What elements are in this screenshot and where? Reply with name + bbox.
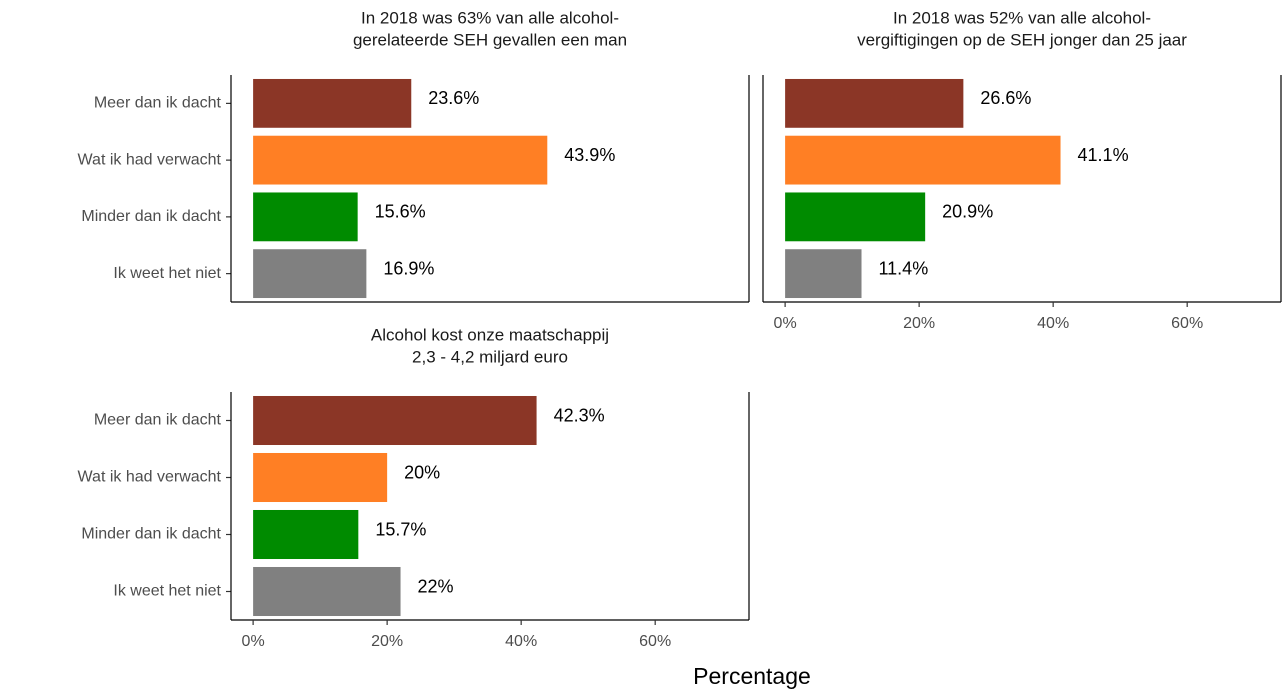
y-tick-label: Ik weet het niet	[113, 265, 221, 282]
panel-title: In 2018 was 52% van alle alcohol-	[893, 8, 1151, 27]
bar	[253, 249, 367, 299]
bar	[253, 192, 358, 242]
panel-title: vergiftigingen op de SEH jonger dan 25 j…	[857, 30, 1187, 49]
bar	[253, 135, 548, 185]
value-label: 16.9%	[383, 258, 434, 278]
bar	[785, 135, 1061, 185]
panel-title: In 2018 was 63% van alle alcohol-	[361, 8, 619, 27]
bar	[785, 78, 964, 128]
value-label: 20.9%	[942, 202, 993, 222]
panel-title: 2,3 - 4,2 miljard euro	[412, 347, 568, 366]
value-label: 41.1%	[1078, 145, 1129, 165]
bar	[785, 192, 926, 242]
value-label: 15.7%	[375, 519, 426, 539]
y-tick-label: Meer dan ik dacht	[94, 95, 222, 112]
x-tick-label: 0%	[242, 633, 265, 650]
y-tick-label: Minder dan ik dacht	[81, 526, 221, 543]
x-tick-label: 60%	[639, 633, 671, 650]
y-tick-label: Meer dan ik dacht	[94, 412, 222, 429]
bar	[253, 566, 401, 617]
x-tick-label: 0%	[774, 315, 797, 332]
x-tick-label: 60%	[1171, 315, 1203, 332]
x-tick-label: 40%	[505, 633, 537, 650]
value-label: 11.4%	[879, 258, 929, 278]
panel-title: Alcohol kost onze maatschappij	[371, 325, 609, 344]
x-axis-title: Percentage	[693, 663, 811, 689]
value-label: 22%	[418, 576, 454, 596]
bar	[253, 452, 388, 503]
x-tick-label: 20%	[903, 315, 935, 332]
bar	[785, 249, 862, 299]
bar	[253, 395, 537, 446]
value-label: 43.9%	[564, 145, 615, 165]
y-tick-label: Ik weet het niet	[113, 583, 221, 600]
x-tick-label: 20%	[371, 633, 403, 650]
value-label: 23.6%	[428, 88, 479, 108]
panel-title: gerelateerde SEH gevallen een man	[353, 30, 627, 49]
value-label: 42.3%	[554, 405, 605, 425]
bar	[253, 78, 412, 128]
value-label: 15.6%	[375, 202, 426, 222]
value-label: 20%	[404, 462, 440, 482]
bar	[253, 509, 359, 560]
y-tick-label: Wat ik had verwacht	[78, 469, 222, 486]
y-tick-label: Minder dan ik dacht	[81, 208, 221, 225]
x-tick-label: 40%	[1037, 315, 1069, 332]
value-label: 26.6%	[980, 88, 1031, 108]
y-tick-label: Wat ik had verwacht	[78, 151, 222, 168]
